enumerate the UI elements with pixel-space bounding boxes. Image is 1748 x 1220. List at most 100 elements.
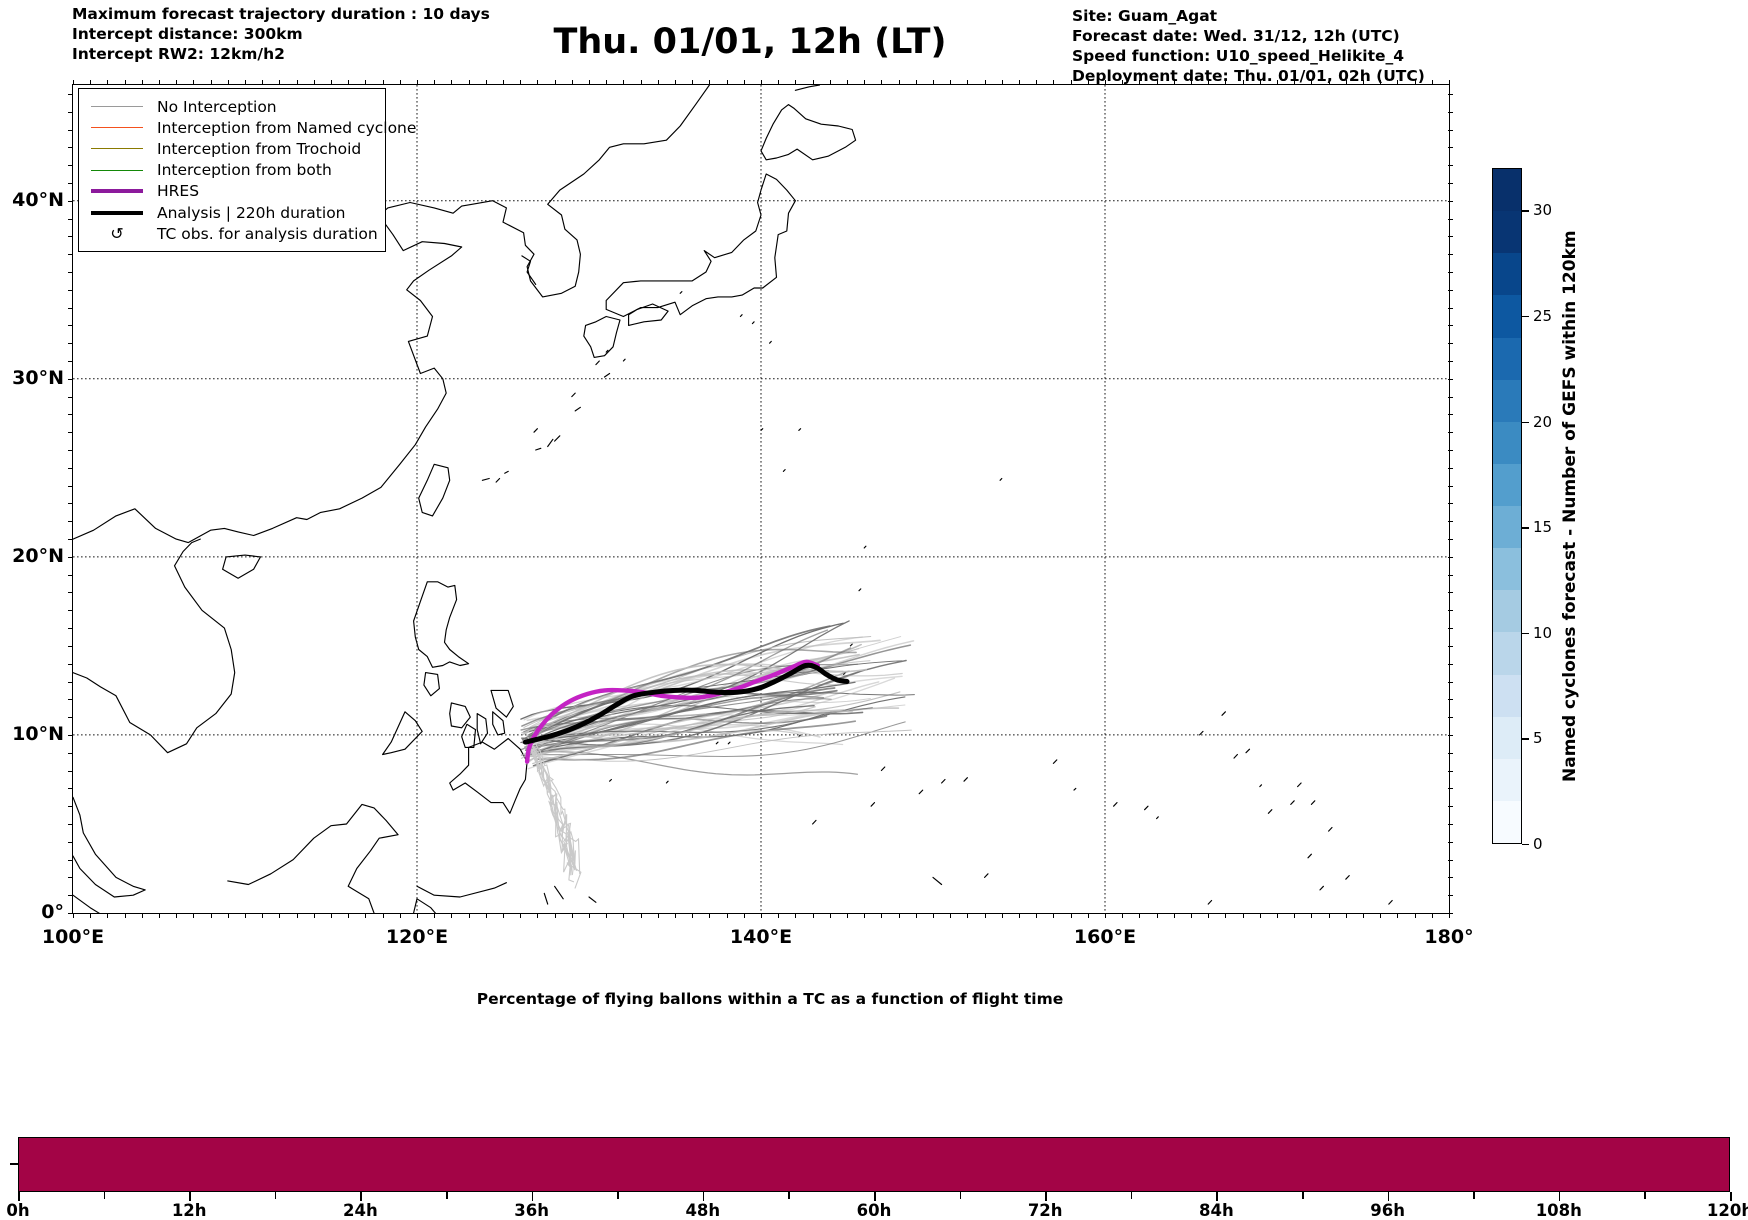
map-xtick-minor [313,913,315,918]
percentage-bar-title: Percentage of flying ballons within a TC… [476,990,1064,1008]
ensemble-trajectory [529,723,844,751]
forecast-map[interactable] [72,84,1450,914]
map-xtick-minor [847,80,848,85]
map-ytick-minor [1448,913,1453,914]
ensemble-trajectory [520,681,856,744]
map-ytick-minor [1448,556,1453,558]
colorbar-wrap[interactable]: 0 5 10 15 20 25 30 [1492,168,1552,853]
map-ytick-minor [68,645,73,647]
ensemble-trajectory [524,729,802,743]
legend-item-label: Interception from Trochoid [157,139,362,158]
map-xtick-minor [262,80,264,85]
colorbar-segment [1493,337,1521,380]
map-xtick-minor [1105,80,1106,85]
map-xtick-minor [950,913,952,918]
map-xtick-minor [159,80,160,85]
colorbar-segment [1493,421,1521,464]
legend-item-4[interactable]: HRES [79,181,385,202]
map-xtick-minor [692,913,694,918]
header-right-info: Site: Guam_Agat Forecast date: Wed. 31/1… [1072,6,1425,86]
map-xtick-minor [193,913,195,918]
legend-item-label: HRES [157,182,200,201]
legend-item-1[interactable]: Interception from Named cyclone [79,117,416,138]
percentage-bar-ytick [10,1163,18,1165]
percentage-bar-tick-minor [103,1192,106,1199]
percentage-bar-tick-minor [446,1192,448,1199]
ensemble-trajectory [534,625,831,731]
map-xtick-minor [881,80,883,85]
colorbar-segment [1493,758,1521,801]
colorbar-tick [1522,738,1529,740]
map-ytick-minor [68,111,73,113]
map-xtick-minor [451,913,453,918]
map-xtick-minor [537,80,539,85]
map-xtick-label: 160°E [1073,926,1137,948]
header-left-line-3: Intercept RW2: 12km/h2 [72,45,285,63]
map-xtick-minor [571,80,573,85]
map-xtick-minor [1173,80,1175,85]
map-ytick-minor [1448,396,1453,398]
percentage-bar-tick-minor [274,1192,277,1199]
map-xtick-minor [829,80,831,85]
map-xtick-minor [1294,913,1296,918]
map-ytick-minor [1448,254,1453,256]
percentage-bar-tick [874,1192,876,1201]
map-xtick-minor [692,80,694,85]
map-ytick-minor [1448,93,1453,95]
map-xtick-minor [606,913,608,918]
map-xtick-minor [898,913,900,918]
ensemble-trajectory [525,743,575,883]
percentage-bar-tick-label: 72h [1027,1201,1063,1220]
map-xtick-minor [761,913,762,918]
legend-item-2[interactable]: Interception from Trochoid [79,138,385,159]
map-ytick-minor [68,628,73,630]
map-ytick-minor [1448,645,1453,647]
map-xtick-minor [1208,913,1210,918]
map-xtick-minor [623,80,625,85]
map-xtick-minor [124,80,126,85]
map-xtick-minor [1105,913,1106,918]
ensemble-trajectory [528,660,903,736]
legend-swatch-icon [91,127,143,129]
percentage-bar-tick [189,1192,191,1201]
map-xtick-label: 120°E [385,926,449,948]
tc-obs-marker-icon: ↺ [110,223,124,243]
map-xtick-minor [1431,913,1433,918]
percentage-bar-tick [1216,1192,1218,1201]
percentage-bar-tick-label: 24h [343,1201,378,1220]
percentage-bar[interactable] [18,1137,1730,1192]
map-ytick-minor [1448,289,1453,291]
map-ytick-label: 30°N [12,366,64,389]
map-xtick-minor [606,80,608,85]
map-xtick-minor [73,80,74,85]
map-ytick-minor [68,592,73,594]
map-legend[interactable]: No Interception Interception from Named c… [78,88,416,253]
percentage-bar-tick [18,1192,20,1201]
legend-item-label: TC obs. for analysis duration [157,224,378,243]
map-xtick-minor [847,913,848,918]
legend-item-0[interactable]: No Interception [79,96,385,117]
map-ytick-minor [68,556,73,558]
ensemble-trajectory [527,677,896,770]
ensemble-trajectory [534,696,906,741]
percentage-bar-tick [1387,1192,1390,1201]
legend-item-3[interactable]: Interception from both [79,160,385,181]
map-ytick-minor [68,450,73,452]
map-xtick-minor [537,913,539,918]
legend-swatch-icon [91,189,143,194]
deployment-date-line: Deployment date: Thu. 01/01, 02h (UTC) [1072,67,1425,85]
legend-item-5[interactable]: Analysis | 220h duration [79,202,385,223]
header-left-line-2: Intercept distance: 300km [72,25,303,43]
map-ytick-minor [68,165,73,167]
legend-item-6[interactable]: ↺ TC obs. for analysis duration [79,223,385,244]
map-ytick-minor [1448,432,1453,434]
map-ytick-minor [68,717,73,719]
map-xtick-minor [1397,913,1399,918]
map-xtick-minor [933,80,934,85]
map-xtick-minor [1036,913,1038,918]
map-ytick-minor [68,307,73,309]
map-xtick-minor [520,913,522,918]
map-xtick-minor [589,913,590,918]
map-ytick-minor [1448,521,1453,523]
map-xtick-minor [743,913,745,918]
